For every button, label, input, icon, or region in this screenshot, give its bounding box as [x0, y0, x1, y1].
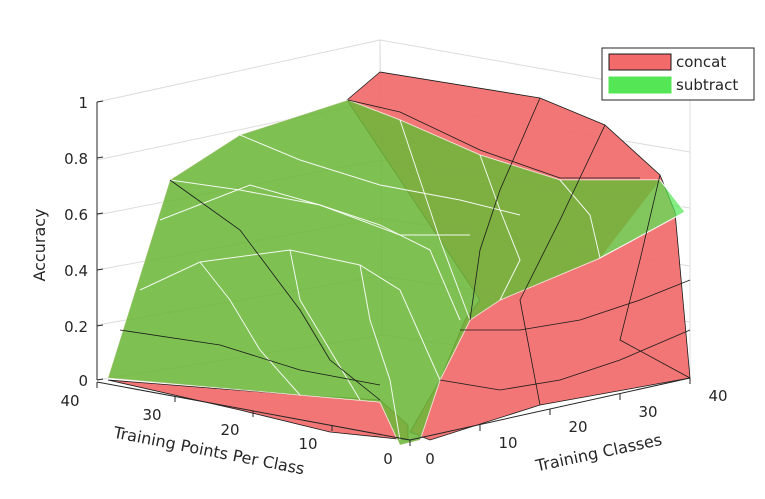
y-tick-label-20: 20: [568, 418, 587, 436]
legend-swatch-subtract: [608, 76, 672, 94]
y-tick-label-0: 0: [425, 450, 435, 468]
z-tick-label-0: 0: [78, 372, 88, 390]
y-tick-label-40: 40: [708, 387, 727, 405]
z-tick-label-0.4: 0.4: [64, 262, 88, 280]
x-axis-label: Training Points Per Class: [111, 423, 306, 479]
surface-mesh: [139, 119, 601, 441]
x-tick-label-0: 0: [383, 450, 393, 468]
legend-swatch-concat: [608, 53, 672, 71]
z-tick-label-0.2: 0.2: [64, 318, 88, 336]
concat-mesh: [119, 97, 691, 406]
legend-label-concat: concat: [676, 53, 726, 71]
legend: concat subtract: [601, 47, 755, 101]
y-axis-label: Training Classes: [533, 430, 664, 476]
y-tick-label-30: 30: [638, 403, 657, 421]
y-ticks: [409, 378, 691, 446]
x-tick-label-40: 40: [60, 392, 79, 410]
z-tick-label-0.8: 0.8: [64, 150, 88, 168]
y-tick-label-10: 10: [498, 434, 517, 452]
z-tick-label-0.6: 0.6: [64, 206, 88, 224]
x-tick-label-10: 10: [298, 435, 317, 453]
z-axis-label: Accuracy: [30, 208, 49, 281]
x-tick-label-30: 30: [142, 406, 161, 424]
z-tick-label-1: 1: [78, 94, 88, 112]
x-tick-label-20: 20: [220, 421, 239, 439]
legend-label-subtract: subtract: [676, 76, 738, 94]
z-ticks: [96, 100, 104, 381]
